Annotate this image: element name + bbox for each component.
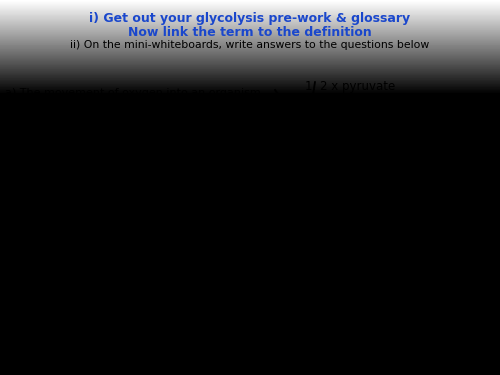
Text: 4. Respiration: 4. Respiration — [305, 180, 387, 193]
Text: number of molecules gained
from glycolysis: number of molecules gained from glycolys… — [58, 310, 222, 332]
Text: and: and — [44, 310, 66, 320]
Text: Now link the term to the definition: Now link the term to the definition — [128, 26, 372, 39]
Text: c) The site of glycolysis: c) The site of glycolysis — [5, 168, 135, 178]
Text: 6. 30.6 Kj: 6. 30.6 Kj — [305, 235, 361, 248]
Text: ii) On the mini-whiteboards, write answers to the questions below: ii) On the mini-whiteboards, write answe… — [70, 40, 430, 50]
Text: b) The chemical process of releasing energy
from organic compounds: b) The chemical process of releasing ene… — [5, 128, 252, 150]
Text: h) Name: h) Name — [5, 345, 57, 355]
Text: f) Gain of hydrogen and/or electrons or the
removal of oxygen.: f) Gain of hydrogen and/or electrons or … — [5, 275, 245, 297]
Text: 2. Cell cytoplasm: 2. Cell cytoplasm — [305, 112, 407, 125]
Text: and: and — [44, 345, 66, 355]
Text: i) Get out your glycolysis pre-work & glossary: i) Get out your glycolysis pre-work & gl… — [90, 12, 410, 25]
Text: e) The number of kilojoules released from the
hydrolysis of ATP, to ADP + Pi: e) The number of kilojoules released fro… — [5, 238, 260, 260]
Text: 8. 2 x ATP and
2 x reduced NAD: 8. 2 x ATP and 2 x reduced NAD — [305, 315, 405, 344]
Text: d) The two main electron / hydrogen carriers
in respiration (in oxidised form): d) The two main electron / hydrogen carr… — [5, 200, 255, 222]
Text: number of the three-carbon
molecules produced at the end of glycolysis: number of the three-carbon molecules pro… — [58, 345, 304, 368]
Text: g) Name: g) Name — [5, 310, 57, 320]
Text: 7. NAD and FAD: 7. NAD and FAD — [305, 270, 398, 283]
Text: 1. 2 x pyruvate: 1. 2 x pyruvate — [305, 80, 395, 93]
Text: 3. Gas exchange: 3. Gas exchange — [305, 145, 403, 158]
Text: a) The movement of oxygen into an organism
and carbon dioxide out of an organism: a) The movement of oxygen into an organi… — [5, 88, 261, 110]
Text: 5. Reduction: 5. Reduction — [305, 210, 379, 223]
